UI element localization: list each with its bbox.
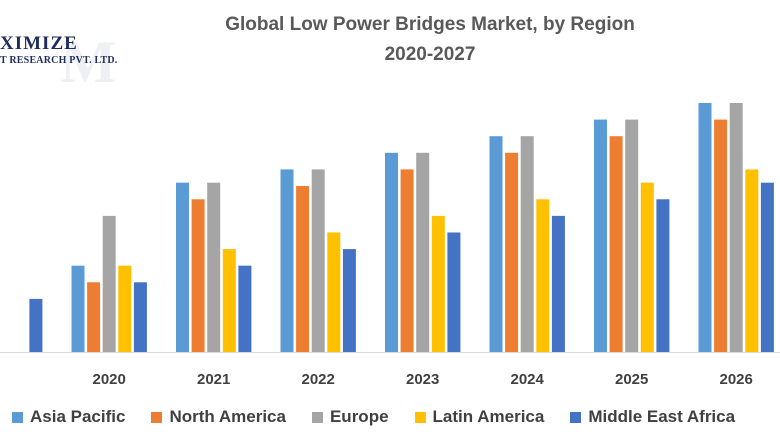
bar-north-america-2026 [714,119,728,352]
legend-swatch [12,411,23,423]
legend-swatch [570,411,582,423]
bar-middle-east-africa-2025 [656,199,670,352]
bar-europe-2023 [416,152,430,352]
logo-line-1: XIMIZE [0,33,78,54]
bar-north-america-2025 [609,136,623,352]
bar-latin-america-2020 [118,265,132,352]
bar-middle-east-africa-2020 [133,282,147,352]
x-tick-label-2025: 2025 [615,371,648,388]
x-tick-label-2021: 2021 [197,371,230,388]
bar-asia-pacific-2021 [176,182,189,352]
bar-group [29,103,774,352]
bar-asia-pacific-2024 [489,136,503,352]
x-axis-tick-labels: 2020 2021 2022 2023 2024 2025 2026 [93,371,753,388]
bar-north-america-2022 [296,186,310,352]
bar-latin-america-2023 [431,215,445,352]
bar-middle-east-africa-2024 [551,215,565,352]
company-logo: XIMIZE T RESEARCH PVT. LTD. [0,33,118,67]
logo-line-2: T RESEARCH PVT. LTD. [0,55,118,66]
watermark-logo: M [60,29,117,95]
bar-north-america-2020 [87,282,101,352]
legend-label: Latin America [432,407,545,426]
x-tick-label-2020: 2020 [93,371,126,388]
legend-label: Middle East Africa [588,407,736,426]
bar-europe-2025 [625,119,639,352]
bar-north-america-2023 [400,169,414,352]
bar-asia-pacific-2020 [71,265,85,352]
bar-asia-pacific-2025 [594,119,607,352]
bar-asia-pacific-2026 [698,103,712,352]
bar-middle-east-africa-2026 [760,182,774,352]
bar-middle-east-africa-2021 [238,265,252,352]
chart-subtitle: 2020-2027 [384,44,476,65]
legend-item-north-america: North America [151,407,286,427]
legend-item-asia-pacific: Asia Pacific [12,407,125,427]
x-tick-label-2026: 2026 [720,371,753,388]
bar-latin-america-2021 [222,249,236,352]
bar-middle-east-africa-2019 [29,298,43,352]
bar-latin-america-2026 [745,169,759,352]
bar-europe-2020 [102,215,116,352]
legend-item-middle-east-africa: Middle East Africa [570,407,735,427]
bar-europe-2021 [207,182,221,352]
legend-item-latin-america: Latin America [414,407,545,427]
bar-north-america-2024 [505,152,519,352]
bar-latin-america-2022 [327,232,341,352]
bar-middle-east-africa-2023 [447,232,461,352]
legend-swatch [151,411,163,423]
legend-swatch [414,411,426,423]
bar-latin-america-2025 [640,182,654,352]
x-tick-label-2023: 2023 [406,371,439,388]
legend-label: Europe [329,407,389,426]
chart-legend: Asia Pacific North America Europe Latin Ame… [12,407,761,427]
bar-europe-2022 [311,169,325,352]
legend-label: North America [169,407,286,426]
x-tick-label-2022: 2022 [302,371,335,388]
bar-asia-pacific-2022 [280,169,294,352]
legend-item-europe: Europe [311,407,389,427]
bar-europe-2024 [520,136,534,352]
bar-europe-2026 [729,103,743,352]
bar-latin-america-2024 [536,199,550,352]
bar-middle-east-africa-2022 [342,249,356,352]
chart-title: Global Low Power Bridges Market, by Regi… [225,14,635,35]
legend-label: Asia Pacific [30,407,126,426]
bar-north-america-2021 [191,199,205,352]
bar-asia-pacific-2023 [385,152,398,352]
legend-swatch [311,411,323,423]
x-tick-label-2024: 2024 [511,371,545,388]
